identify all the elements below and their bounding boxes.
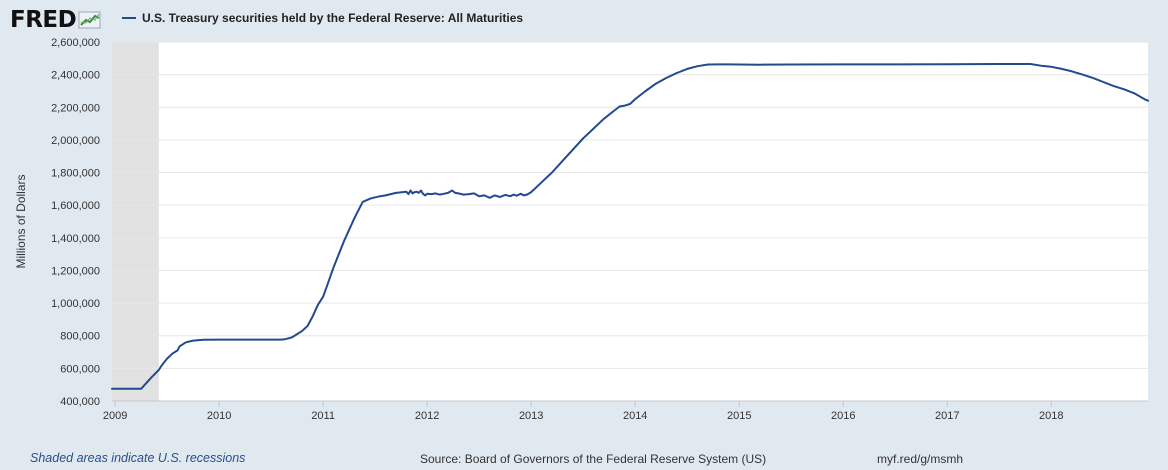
x-tick-label: 2015	[727, 410, 751, 422]
y-tick-label: 1,000,000	[51, 298, 100, 310]
x-tick-label: 2018	[1039, 410, 1063, 422]
plot-area	[112, 42, 1148, 401]
recession-note: Shaded areas indicate U.S. recessions	[30, 451, 246, 465]
y-tick-label: 2,400,000	[51, 70, 100, 82]
y-axis-title: Millions of Dollars	[14, 174, 28, 268]
y-tick-label: 1,800,000	[51, 168, 100, 180]
y-tick-label: 2,000,000	[51, 135, 100, 147]
y-tick-label: 400,000	[60, 396, 100, 408]
chart-legend: U.S. Treasury securities held by the Fed…	[122, 11, 523, 25]
y-tick-label: 2,600,000	[51, 37, 100, 49]
y-tick-label: 1,600,000	[51, 200, 100, 212]
y-tick-label: 1,400,000	[51, 233, 100, 245]
y-tick-label: 800,000	[60, 331, 100, 343]
chart-title: U.S. Treasury securities held by the Fed…	[142, 11, 524, 25]
x-tick-label: 2011	[311, 410, 335, 422]
fred-logo-graph-icon	[78, 11, 101, 29]
fred-logo[interactable]: FRED	[10, 6, 102, 34]
x-tick-label: 2012	[415, 410, 439, 422]
series-line	[111, 63, 1149, 390]
x-tick-label: 2017	[935, 410, 959, 422]
x-tick-label: 2016	[831, 410, 855, 422]
x-tick-label: 2010	[207, 410, 231, 422]
source-note: Source: Board of Governors of the Federa…	[420, 452, 767, 466]
y-tick-label: 1,200,000	[51, 265, 100, 277]
legend-series-swatch	[122, 17, 136, 19]
y-tick-label: 2,200,000	[51, 102, 100, 114]
recession-shade	[112, 42, 159, 401]
fred-logo-text: FRED	[10, 7, 77, 33]
x-tick-label: 2009	[103, 410, 127, 422]
chart-canvas: 400,000 600,000 800,000 1,000,000 1,200,000 1…	[14, 37, 1149, 422]
x-tick-label: 2013	[519, 410, 543, 422]
x-tick-label: 2014	[623, 410, 647, 422]
chart-header: FRED U.S. Treasury securities held by th…	[0, 0, 1168, 40]
y-tick-label: 600,000	[60, 363, 100, 375]
short-url[interactable]: myf.red/g/msmh	[877, 452, 964, 466]
